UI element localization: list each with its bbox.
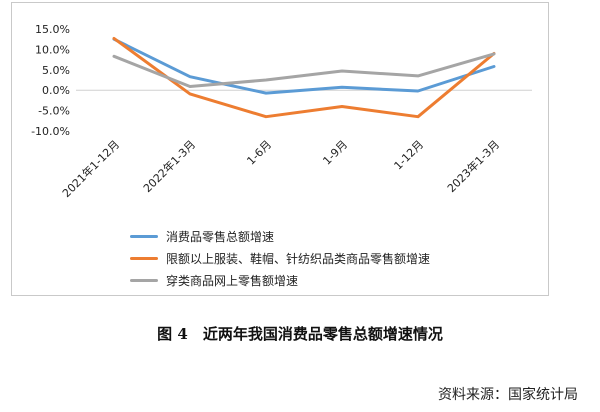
legend-item-apparel-retail: 限额以上服装、鞋帽、针纺织品类商品零售额增速: [130, 247, 430, 269]
legend-label: 限额以上服装、鞋帽、针纺织品类商品零售额增速: [166, 251, 431, 266]
chart-frame: -10.0% -5.0% 0.0% 5.0% 10.0% 15.0% 2021年1-12月 2…: [11, 2, 549, 296]
x-tick-label: 1-9月: [320, 138, 350, 168]
legend-item-online-apparel: 穿类商品网上零售额增速: [130, 269, 430, 291]
legend-label: 消费品零售总额增速: [166, 229, 275, 244]
y-tick-label: 10.0%: [35, 43, 70, 56]
source-note: 资料来源：国家统计局: [438, 387, 578, 403]
y-tick-label: 0.0%: [42, 84, 70, 97]
legend-swatch: [130, 256, 158, 260]
y-tick-label: -10.0%: [31, 125, 70, 138]
x-tick-label: 2023年1-3月: [444, 137, 502, 195]
y-tick-label: 15.0%: [35, 23, 70, 36]
x-tick-label: 2021年1-12月: [59, 137, 122, 200]
x-tick-label: 2022年1-3月: [140, 137, 198, 195]
legend-item-total-retail: 消费品零售总额增速: [130, 225, 430, 247]
x-tick-label: 1-6月: [244, 138, 274, 168]
legend-swatch: [130, 234, 158, 238]
y-tick-label: 5.0%: [42, 64, 70, 77]
series-line-3: [112, 52, 496, 88]
x-tick-label: 1-12月: [391, 138, 426, 173]
line-chart: -10.0% -5.0% 0.0% 5.0% 10.0% 15.0% 2021年1-12月 2…: [31, 23, 532, 200]
figure-caption: 图 4 近两年我国消费品零售总额增速情况: [157, 325, 443, 343]
series-line-1: [112, 37, 496, 95]
series-line-2: [112, 36, 496, 119]
y-tick-label: -5.0%: [38, 105, 70, 118]
legend-swatch: [130, 278, 158, 282]
chart-legend: 消费品零售总额增速 限额以上服装、鞋帽、针纺织品类商品零售额增速 穿类商品网上零…: [130, 225, 430, 291]
legend-label: 穿类商品网上零售额增速: [166, 273, 299, 288]
